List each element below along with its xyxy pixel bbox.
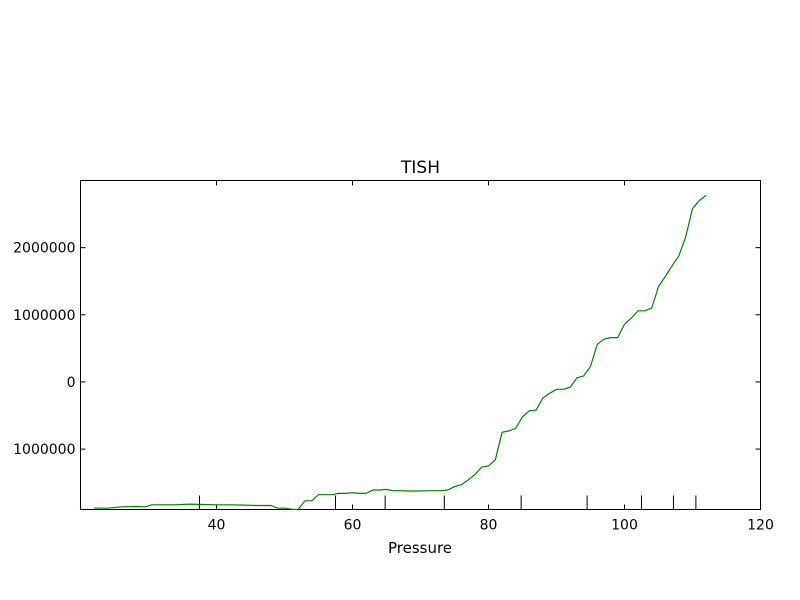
x-axis: 40 60 80 100 120	[208, 180, 774, 534]
series-line	[94, 194, 707, 511]
plot-frame	[80, 180, 761, 510]
y-tick-label: 0	[67, 375, 76, 391]
x-tick-label: 100	[611, 518, 638, 534]
plot-area: 40 60 80 100 120 1000000 0 1000000 2000000	[13, 180, 774, 534]
x-tick-label: 60	[344, 518, 362, 534]
rug-ticks	[199, 495, 697, 510]
y-tick-label: 1000000	[13, 442, 75, 458]
x-tick-label: 80	[480, 518, 498, 534]
y-tick-label: 2000000	[13, 241, 75, 257]
series-lines	[94, 194, 707, 511]
x-tick-label: 40	[208, 518, 226, 534]
x-axis-label: Pressure	[388, 539, 452, 557]
y-tick-label: 1000000	[13, 308, 75, 324]
x-tick-label: 120	[747, 518, 774, 534]
chart-title: TISH	[400, 158, 440, 178]
y-axis: 1000000 0 1000000 2000000	[13, 241, 761, 458]
